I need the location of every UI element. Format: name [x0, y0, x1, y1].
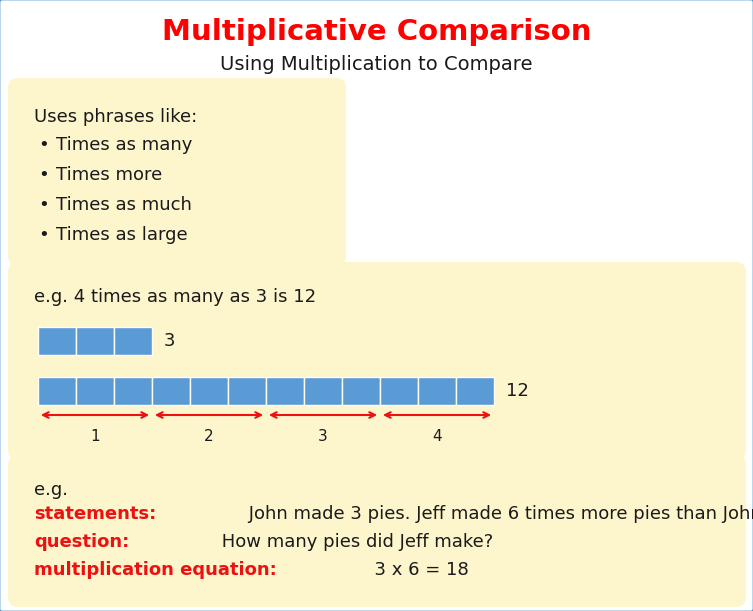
Bar — [152, 377, 190, 405]
Text: Times as many: Times as many — [56, 136, 192, 154]
Text: Uses phrases like:: Uses phrases like: — [34, 108, 197, 126]
Text: Using Multiplication to Compare: Using Multiplication to Compare — [220, 54, 533, 73]
Bar — [304, 377, 342, 405]
Text: statements:: statements: — [34, 505, 157, 523]
Text: John made 3 pies. Jeff made 6 times more pies than John.: John made 3 pies. Jeff made 6 times more… — [242, 505, 753, 523]
Text: 1: 1 — [90, 429, 100, 444]
Text: •: • — [38, 226, 49, 244]
Text: Times as much: Times as much — [56, 196, 192, 214]
Bar — [76, 327, 114, 355]
Text: How many pies did Jeff make?: How many pies did Jeff make? — [215, 533, 493, 551]
Text: •: • — [38, 166, 49, 184]
Text: Multiplicative Comparison: Multiplicative Comparison — [162, 18, 591, 46]
Text: e.g. 4 times as many as 3 is 12: e.g. 4 times as many as 3 is 12 — [34, 288, 316, 306]
Text: •: • — [38, 196, 49, 214]
Text: Times as large: Times as large — [56, 226, 187, 244]
Bar — [418, 377, 456, 405]
Text: 4: 4 — [432, 429, 442, 444]
Bar — [266, 377, 304, 405]
FancyBboxPatch shape — [8, 455, 746, 607]
Bar — [342, 377, 380, 405]
FancyBboxPatch shape — [8, 78, 346, 266]
Bar — [380, 377, 418, 405]
Text: 3: 3 — [164, 332, 175, 350]
Text: Times more: Times more — [56, 166, 162, 184]
Bar — [38, 377, 76, 405]
Bar — [76, 377, 114, 405]
Bar — [190, 377, 228, 405]
Bar — [456, 377, 494, 405]
FancyBboxPatch shape — [8, 262, 746, 460]
Text: 12: 12 — [506, 382, 529, 400]
Text: •: • — [38, 136, 49, 154]
Text: 3: 3 — [318, 429, 328, 444]
Text: 3 x 6 = 18: 3 x 6 = 18 — [363, 561, 469, 579]
Text: question:: question: — [34, 533, 130, 551]
Bar — [38, 327, 76, 355]
Text: 2: 2 — [204, 429, 214, 444]
Bar — [228, 377, 266, 405]
Bar — [114, 377, 152, 405]
Text: multiplication equation:: multiplication equation: — [34, 561, 277, 579]
Text: e.g.: e.g. — [34, 481, 68, 499]
Bar — [114, 327, 152, 355]
